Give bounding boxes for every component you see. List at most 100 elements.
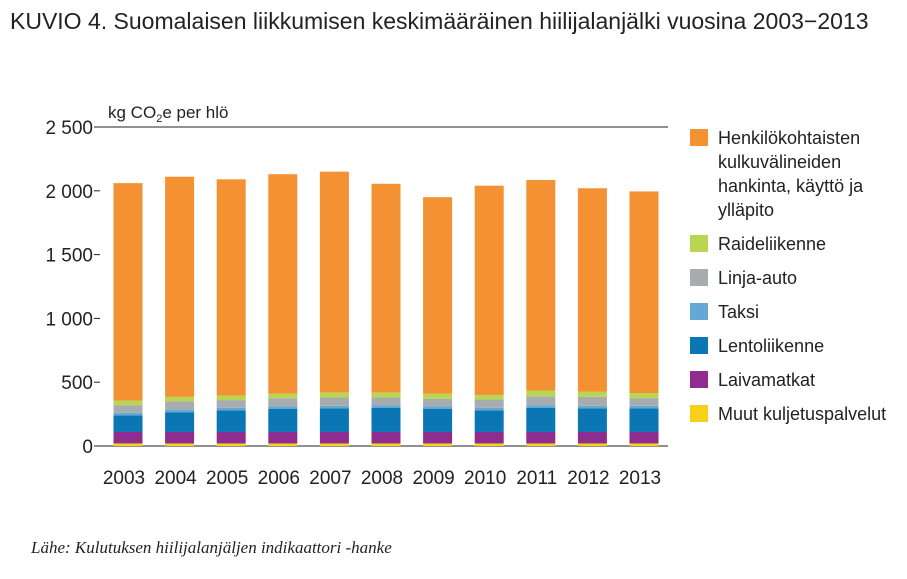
- legend-label: Taksi: [718, 302, 760, 322]
- legend-swatch: [690, 337, 708, 354]
- bar-segment: [268, 174, 298, 394]
- x-tick-label: 2011: [516, 468, 557, 489]
- bar-segment: [629, 431, 659, 444]
- bar-segment: [319, 171, 349, 393]
- bar-segment: [474, 399, 504, 408]
- x-tick-label: 2013: [619, 468, 661, 489]
- bar-segment: [474, 443, 504, 446]
- x-tick-label: 2007: [309, 468, 351, 489]
- bar-segment: [113, 405, 143, 413]
- legend-swatch: [690, 269, 708, 286]
- bar-segment: [113, 443, 143, 446]
- bar-segment: [371, 443, 401, 446]
- legend-item: Linja-auto: [690, 266, 900, 290]
- legend-label: Muut kuljetuspalvelut: [718, 404, 887, 424]
- legend-label: Raideliikenne: [718, 234, 827, 254]
- bar-segment: [216, 407, 246, 411]
- y-tick-label: 500: [61, 373, 93, 394]
- title-text: Suomalaisen liikkumisen keskimääräinen h…: [113, 8, 869, 34]
- bar-segment: [268, 431, 298, 444]
- bar-segment: [526, 179, 556, 391]
- bar-segment: [371, 405, 401, 408]
- x-tick-label: 2004: [154, 468, 197, 489]
- y-tick-label: 0: [82, 437, 93, 458]
- bar-segment: [268, 393, 298, 399]
- bar-segment: [577, 408, 607, 432]
- y-tick-label: 1 500: [45, 246, 93, 267]
- y-tick-label: 2 500: [45, 118, 93, 139]
- legend-item: Taksi: [690, 300, 900, 324]
- bar-segment: [216, 443, 246, 446]
- bar-segment: [474, 394, 504, 400]
- bar-segment: [423, 408, 453, 432]
- bar-segment: [423, 197, 453, 394]
- legend-item: Muut kuljetuspalvelut: [690, 402, 900, 426]
- legend-label: Lentoliikenne: [718, 336, 825, 356]
- bar-segment: [423, 393, 453, 399]
- bar-segment: [577, 188, 607, 392]
- bar-segment: [423, 406, 453, 409]
- bar-segment: [371, 392, 401, 398]
- bar-segment: [165, 412, 195, 432]
- bar-segment: [577, 443, 607, 446]
- bar-segment: [113, 415, 143, 432]
- bar-segment: [319, 431, 349, 444]
- bar-segment: [268, 398, 298, 407]
- bar-segment: [165, 443, 195, 446]
- bar-segment: [319, 392, 349, 398]
- bar-segment: [474, 410, 504, 432]
- bar-segment: [577, 405, 607, 409]
- bar-segment: [371, 397, 401, 406]
- legend-swatch: [690, 129, 708, 146]
- bar-segment: [319, 397, 349, 406]
- bar-segment: [216, 431, 246, 444]
- bar-segment: [319, 408, 349, 432]
- y-tick-label: 1 000: [45, 309, 93, 330]
- bar-segment: [268, 408, 298, 432]
- legend-swatch: [690, 235, 708, 252]
- bar-segment: [474, 431, 504, 444]
- bar-segment: [629, 191, 659, 394]
- bar-segment: [526, 396, 556, 406]
- source-note: Lähe: Kulutuksen hiilijalanjäljen indika…: [31, 538, 392, 557]
- bar-segment: [165, 401, 195, 410]
- y-axis-unit-label: kg CO2e per hlö: [108, 103, 228, 125]
- bar-segment: [526, 390, 556, 397]
- bar-segment: [629, 393, 659, 399]
- bar-segment: [423, 443, 453, 446]
- legend-item: Lentoliikenne: [690, 334, 900, 358]
- title-prefix: KUVIO 4.: [10, 8, 108, 34]
- bar-segment: [113, 412, 143, 416]
- bar-segment: [629, 443, 659, 446]
- x-tick-label: 2003: [103, 468, 145, 489]
- bar-segment: [268, 443, 298, 446]
- bar-segment: [629, 408, 659, 432]
- legend-label: Laivamatkat: [718, 370, 816, 390]
- bar-segment: [319, 443, 349, 446]
- bar-segment: [165, 176, 195, 397]
- bar-segment: [371, 407, 401, 432]
- bar-segment: [113, 183, 143, 401]
- bar-segment: [165, 409, 195, 413]
- bar-segment: [216, 179, 246, 396]
- x-tick-label: 2009: [412, 468, 454, 489]
- legend: Henkilökohtaisten kulkuvälineiden hankin…: [690, 126, 900, 436]
- bar-segment: [423, 431, 453, 444]
- x-tick-label: 2012: [567, 468, 609, 489]
- legend-label: Henkilökohtaisten kulkuvälineiden hankin…: [718, 128, 864, 220]
- bar-segment: [268, 406, 298, 409]
- bar-segment: [216, 400, 246, 408]
- bar-segment: [526, 431, 556, 444]
- bar-segment: [371, 431, 401, 444]
- legend-label: Linja-auto: [718, 268, 798, 288]
- legend-swatch: [690, 371, 708, 388]
- bar-segment: [526, 443, 556, 446]
- bar-segment: [577, 431, 607, 444]
- bar-segment: [577, 396, 607, 406]
- bar-segment: [113, 431, 143, 444]
- bar-segment: [165, 431, 195, 444]
- y-tick-label: 2 000: [45, 182, 93, 203]
- bar-segment: [216, 410, 246, 432]
- legend-item: Henkilökohtaisten kulkuvälineiden hankin…: [690, 126, 900, 222]
